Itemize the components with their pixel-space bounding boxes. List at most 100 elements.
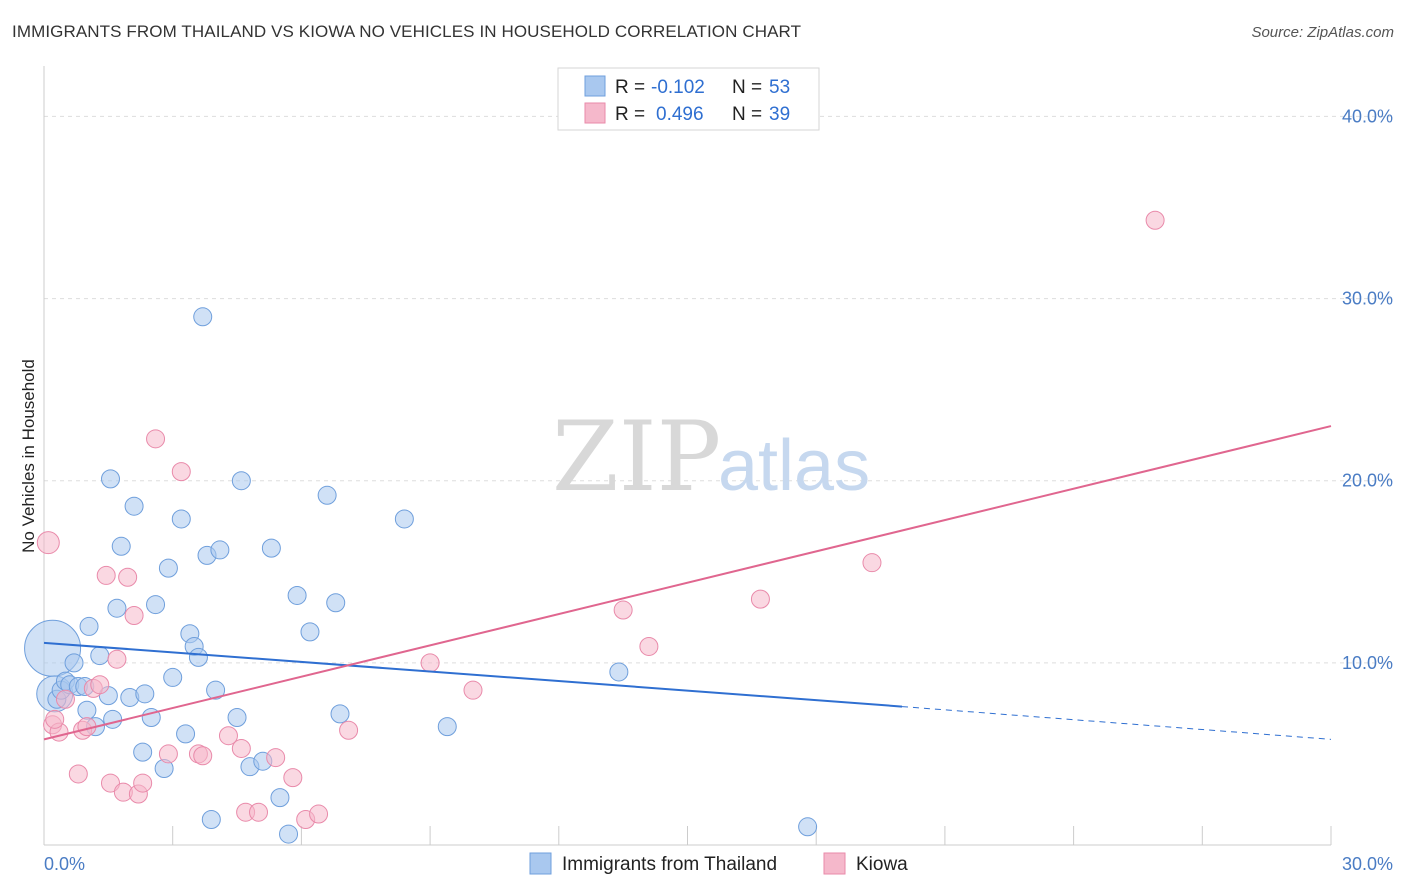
thailand-point-16 [124, 496, 144, 516]
thailand-trend-extension [901, 706, 1332, 740]
thailand-point-37 [261, 538, 281, 558]
stats-legend: R = -0.102 N = 53 R = 0.496 N = 39 [557, 67, 820, 131]
x-tick-label-1: 30.0% [1342, 854, 1393, 874]
kiowa-point-11 [107, 649, 127, 669]
thailand-point-14 [111, 536, 131, 556]
thailand-point-12 [103, 709, 123, 729]
thailand-point-32 [210, 540, 230, 560]
legend-label-thailand: Immigrants from Thailand [562, 854, 777, 875]
watermark-zip: ZIP [552, 401, 721, 513]
kiowa-point-22 [218, 726, 238, 746]
thailand-point-17 [133, 742, 153, 762]
y-tick-label-1: 20.0% [1342, 471, 1393, 491]
watermark-atlas: atlas [718, 426, 870, 506]
kiowa-point-0 [36, 531, 60, 555]
stats-r-label-2: R = [615, 104, 645, 125]
y-tick-label-0: 10.0% [1342, 653, 1393, 673]
kiowa-point-33 [613, 600, 633, 620]
kiowa-point-32 [463, 680, 483, 700]
thailand-point-49 [79, 616, 99, 636]
stats-n-value-2: 39 [769, 104, 790, 125]
kiowa-point-9 [96, 565, 116, 585]
thailand-point-38 [270, 788, 290, 808]
kiowa-point-30 [339, 720, 359, 740]
chart-source: Source: ZipAtlas.com [1251, 24, 1394, 41]
thailand-point-50 [100, 469, 120, 489]
legend-label-kiowa: Kiowa [856, 854, 908, 875]
kiowa-point-14 [124, 606, 144, 625]
thailand-point-47 [609, 662, 629, 682]
thailand-point-13 [107, 598, 127, 618]
kiowa-point-10 [100, 773, 120, 793]
kiowa-point-34 [639, 636, 659, 656]
kiowa-point-4 [68, 764, 88, 784]
stats-r-label-1: R = [615, 77, 645, 98]
tick-labels: 10.0% 20.0% 30.0% 40.0% 0.0% 30.0% [44, 106, 1393, 874]
thailand-point-43 [326, 593, 346, 613]
thailand-point-27 [188, 647, 208, 667]
stats-n-value-1: 53 [769, 77, 790, 98]
y-tick-label-2: 30.0% [1342, 289, 1393, 309]
kiowa-point-13 [118, 567, 138, 587]
trend-layer [43, 425, 1332, 741]
thailand-point-45 [394, 509, 414, 529]
kiowa-point-19 [171, 462, 191, 482]
kiowa-point-31 [420, 653, 440, 673]
kiowa-point-27 [283, 768, 303, 788]
thailand-point-51 [135, 684, 155, 704]
thailand-point-19 [146, 595, 166, 615]
kiowa-point-26 [266, 748, 286, 768]
thailand-point-41 [300, 622, 320, 642]
kiowa-point-23 [231, 738, 251, 758]
legend-swatch-kiowa [823, 852, 846, 875]
thailand-point-39 [279, 824, 299, 844]
thailand-point-46 [437, 717, 457, 737]
thailand-point-48 [798, 817, 818, 837]
watermark: ZIP atlas [552, 401, 870, 513]
stats-n-label-2: N = [732, 104, 762, 125]
kiowa-point-38 [45, 709, 65, 729]
kiowa-point-18 [158, 744, 178, 764]
thailand-point-33 [227, 708, 247, 727]
kiowa-point-29 [309, 804, 329, 824]
thailand-point-31 [206, 680, 226, 700]
thailand-point-22 [163, 667, 183, 687]
kiowa-trend-line [43, 425, 1332, 741]
thailand-trend-line [43, 641, 903, 708]
series-legend: Immigrants from Thailand Kiowa [529, 852, 908, 875]
kiowa-point-36 [862, 553, 882, 573]
thailand-point-23 [171, 509, 191, 529]
stats-n-label-1: N = [732, 77, 762, 98]
stats-r-value-1: -0.102 [651, 77, 705, 98]
kiowa-point-25 [249, 802, 268, 822]
chart-title: IMMIGRANTS FROM THAILAND VS KIOWA NO VEH… [12, 22, 802, 41]
thailand-point-21 [158, 558, 178, 578]
legend-swatch-thailand [529, 852, 552, 875]
y-tick-label-3: 40.0% [1342, 106, 1393, 126]
kiowa-point-8 [90, 675, 110, 695]
thailand-point-24 [176, 724, 196, 744]
stats-r-value-2: 0.496 [656, 104, 704, 125]
stats-legend-swatch-blue [584, 75, 606, 97]
stats-legend-swatch-pink [584, 102, 606, 124]
thailand-point-42 [317, 485, 337, 505]
thailand-point-30 [201, 810, 221, 829]
thailand-point-10 [90, 646, 110, 666]
points-layer [24, 210, 1165, 844]
kiowa-point-17 [146, 429, 166, 449]
axes-layer [43, 66, 1332, 846]
kiowa-point-35 [750, 589, 770, 609]
thailand-point-34 [231, 471, 251, 491]
y-axis-title: No Vehicles in Household [19, 359, 38, 553]
kiowa-point-3 [55, 689, 75, 709]
thailand-point-8 [77, 700, 97, 720]
grid-layer [44, 115, 1392, 664]
thailand-point-28 [193, 307, 213, 327]
kiowa-point-37 [1145, 210, 1165, 230]
kiowa-point-21 [193, 746, 213, 766]
kiowa-point-16 [133, 773, 153, 793]
thailand-point-6 [64, 653, 84, 673]
x-tick-label-0: 0.0% [44, 854, 85, 874]
thailand-point-40 [287, 585, 307, 605]
